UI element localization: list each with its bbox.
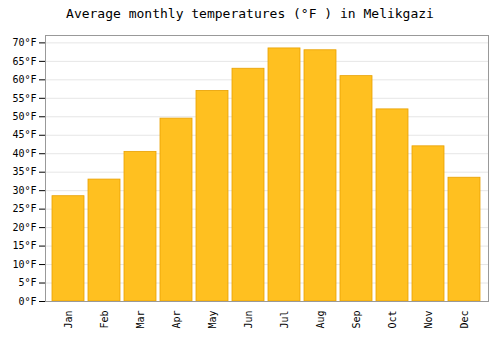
svg-text:Jul: Jul bbox=[279, 311, 290, 329]
svg-text:Oct: Oct bbox=[387, 311, 398, 329]
svg-text:40°F: 40°F bbox=[12, 148, 36, 159]
svg-text:65°F: 65°F bbox=[12, 56, 36, 67]
svg-text:55°F: 55°F bbox=[12, 93, 36, 104]
svg-text:Nov: Nov bbox=[423, 311, 434, 329]
svg-text:Sep: Sep bbox=[351, 311, 362, 329]
svg-text:Dec: Dec bbox=[459, 311, 470, 329]
svg-text:45°F: 45°F bbox=[12, 129, 36, 140]
svg-text:70°F: 70°F bbox=[12, 37, 36, 48]
svg-text:Apr: Apr bbox=[171, 311, 182, 329]
svg-text:Jan: Jan bbox=[63, 311, 74, 329]
svg-text:10°F: 10°F bbox=[12, 259, 36, 270]
svg-text:Feb: Feb bbox=[99, 311, 110, 329]
svg-text:25°F: 25°F bbox=[12, 203, 36, 214]
svg-text:May: May bbox=[207, 311, 218, 329]
svg-text:15°F: 15°F bbox=[12, 240, 36, 251]
svg-text:60°F: 60°F bbox=[12, 74, 36, 85]
svg-text:35°F: 35°F bbox=[12, 166, 36, 177]
svg-text:20°F: 20°F bbox=[12, 222, 36, 233]
svg-text:Mar: Mar bbox=[135, 311, 146, 329]
svg-text:50°F: 50°F bbox=[12, 111, 36, 122]
svg-text:Jun: Jun bbox=[243, 311, 254, 329]
svg-text:0°F: 0°F bbox=[18, 296, 36, 307]
svg-text:5°F: 5°F bbox=[18, 277, 36, 288]
svg-text:Aug: Aug bbox=[315, 311, 326, 329]
svg-text:30°F: 30°F bbox=[12, 185, 36, 196]
html-text:Average monthly temperatures (: Average monthly temperatures (°F ) in Me… bbox=[66, 6, 434, 21]
